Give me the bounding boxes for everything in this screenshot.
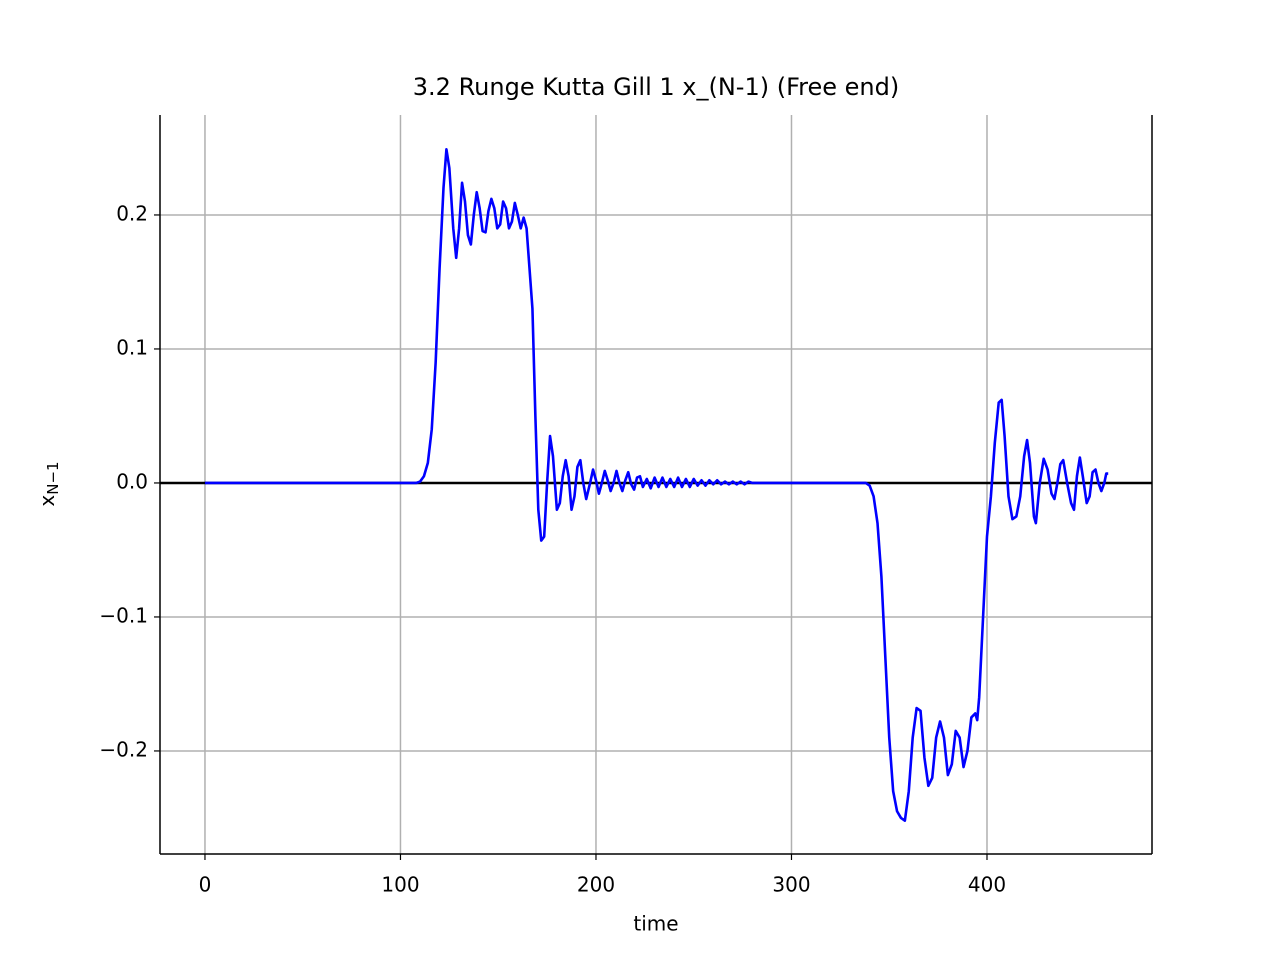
y-axis-label: xN−1 <box>35 461 62 506</box>
x-tick-label: 300 <box>772 873 810 897</box>
y-axis-label-main: x <box>35 495 59 507</box>
y-tick-label: 0.0 <box>116 469 148 493</box>
y-tick-label: 0.1 <box>116 335 148 359</box>
chart-title: 3.2 Runge Kutta Gill 1 x_(N-1) (Free end… <box>413 73 899 101</box>
y-tick-label: −0.2 <box>99 737 148 761</box>
x-tick-label: 400 <box>968 873 1006 897</box>
y-tick-label: 0.2 <box>116 201 148 225</box>
x-tick-label: 0 <box>199 873 212 897</box>
y-tick-label: −0.1 <box>99 603 148 627</box>
x-tick-label: 200 <box>577 873 615 897</box>
x-axis-label: time <box>633 912 678 936</box>
y-axis-label-subscript: N−1 <box>44 461 62 494</box>
x-tick-label: 100 <box>381 873 419 897</box>
data-line <box>204 148 1109 822</box>
